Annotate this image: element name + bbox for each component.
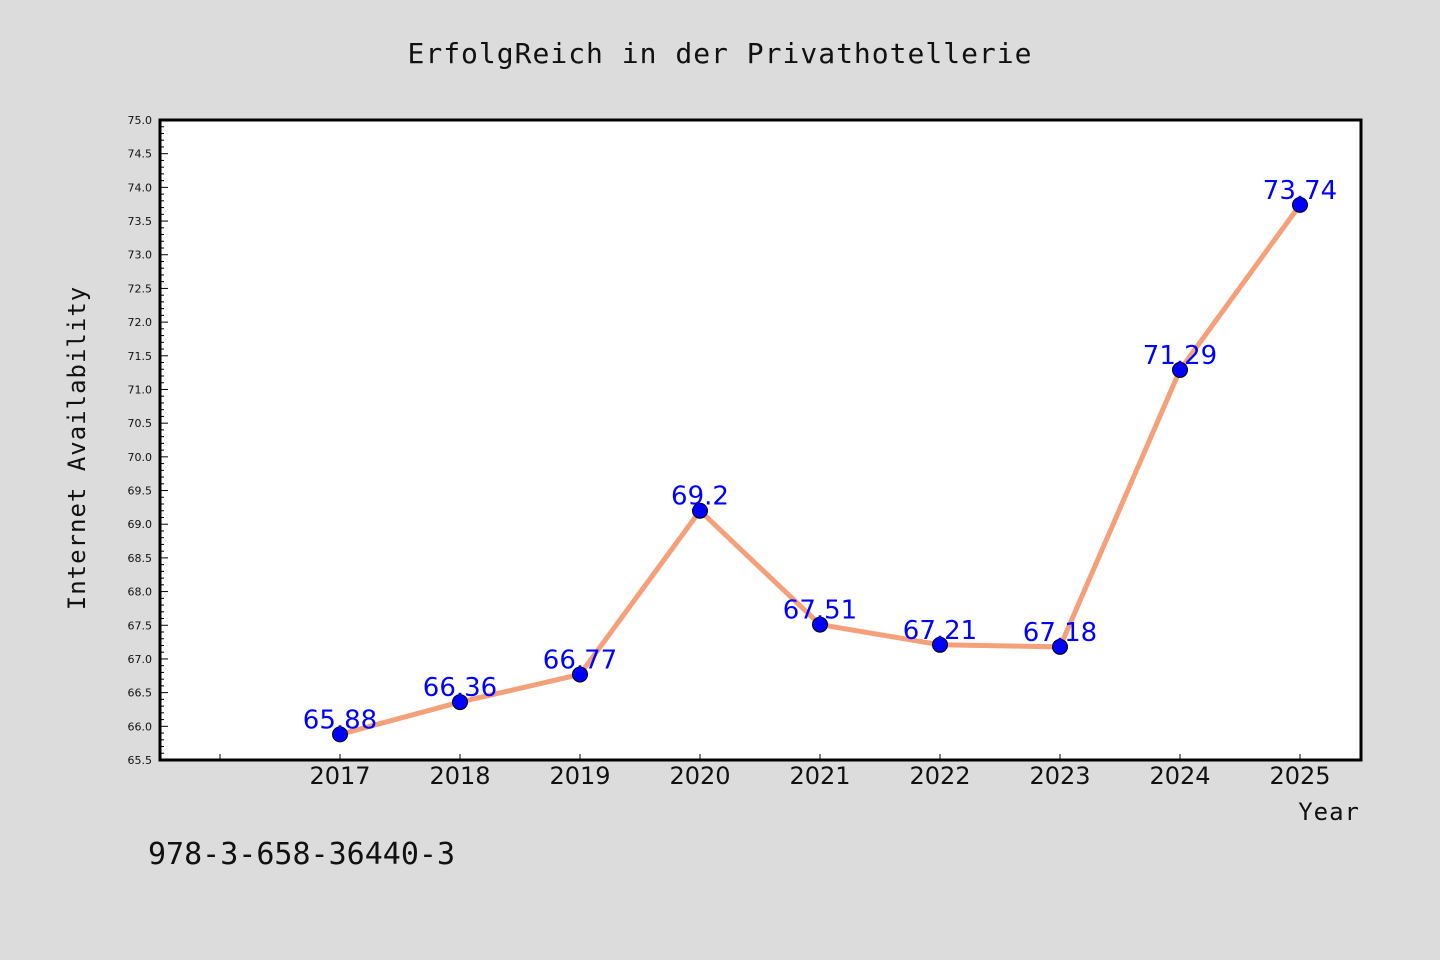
chart-title: ErfolgReich in der Privathotellerie: [407, 37, 1032, 70]
x-tick-label: 2017: [309, 762, 370, 790]
footnote-isbn: 978-3-658-36440-3: [148, 837, 455, 872]
data-label: 66.77: [543, 645, 617, 675]
x-tick-label: 2021: [789, 762, 850, 790]
data-point: [1172, 361, 1188, 378]
series-markers: [332, 196, 1308, 743]
data-point: [932, 636, 948, 653]
y-tick-label: 71.0: [128, 383, 153, 396]
y-tick-label: 74.0: [128, 181, 153, 194]
y-tick-label: 65.5: [128, 754, 153, 767]
y-tick-label: 74.5: [128, 148, 153, 161]
y-tick-label: 72.5: [128, 282, 153, 295]
x-axis-label: Year: [1298, 798, 1360, 826]
data-label: 69.2: [671, 482, 729, 512]
data-label: 67.18: [1023, 618, 1097, 648]
data-point: [452, 694, 468, 711]
data-label: 65.88: [303, 705, 377, 735]
x-tick-label: 2022: [909, 762, 970, 790]
data-labels: 65.88 66.36 66.77 69.2 67.51 67.21 67.18 71.29 7…: [303, 176, 1337, 736]
x-tick-label: 2025: [1269, 762, 1330, 790]
data-point: [1052, 638, 1068, 655]
y-tick-label: 72.0: [128, 316, 153, 329]
data-label: 73.74: [1263, 176, 1337, 206]
y-tick-label: 73.0: [128, 249, 153, 262]
data-point: [692, 502, 708, 519]
data-point: [332, 726, 348, 743]
y-axis-ticks: 65.5 66.0 66.5 67.0 67.5 68.0 68.5 69.0 69.5 70.0…: [128, 114, 168, 767]
y-tick-label: 70.5: [128, 417, 153, 430]
y-tick-label: 69.5: [128, 485, 153, 498]
y-tick-label: 67.0: [128, 653, 153, 666]
y-tick-label: 69.0: [128, 518, 153, 531]
data-point: [1292, 196, 1308, 213]
y-tick-label: 75.0: [128, 114, 153, 127]
x-tick-label: 2023: [1029, 762, 1090, 790]
data-label: 71.29: [1143, 341, 1217, 371]
y-tick-label: 73.5: [128, 215, 153, 228]
y-tick-label: 70.0: [128, 451, 153, 464]
y-tick-label: 71.5: [128, 350, 153, 363]
x-tick-label: 2024: [1149, 762, 1210, 790]
y-tick-label: 68.0: [128, 586, 153, 599]
y-tick-label: 67.5: [128, 619, 153, 632]
y-axis-label: Internet Availability: [63, 286, 91, 610]
data-label: 66.36: [423, 673, 497, 703]
y-tick-label: 68.5: [128, 552, 153, 565]
y-tick-label: 66.5: [128, 687, 153, 700]
x-tick-label: 2020: [669, 762, 730, 790]
x-axis-ticks: 2017 2018 2019 2020 2021 2022 2023 2024 2025: [219, 754, 1331, 790]
y-tick-label: 66.0: [128, 720, 153, 733]
data-label: 67.51: [783, 596, 857, 626]
data-label: 67.21: [903, 616, 977, 646]
x-tick-label: 2018: [429, 762, 490, 790]
plot-area: [158, 118, 1363, 762]
data-point: [572, 666, 588, 683]
x-tick-label: 2019: [549, 762, 610, 790]
data-point: [812, 616, 828, 633]
